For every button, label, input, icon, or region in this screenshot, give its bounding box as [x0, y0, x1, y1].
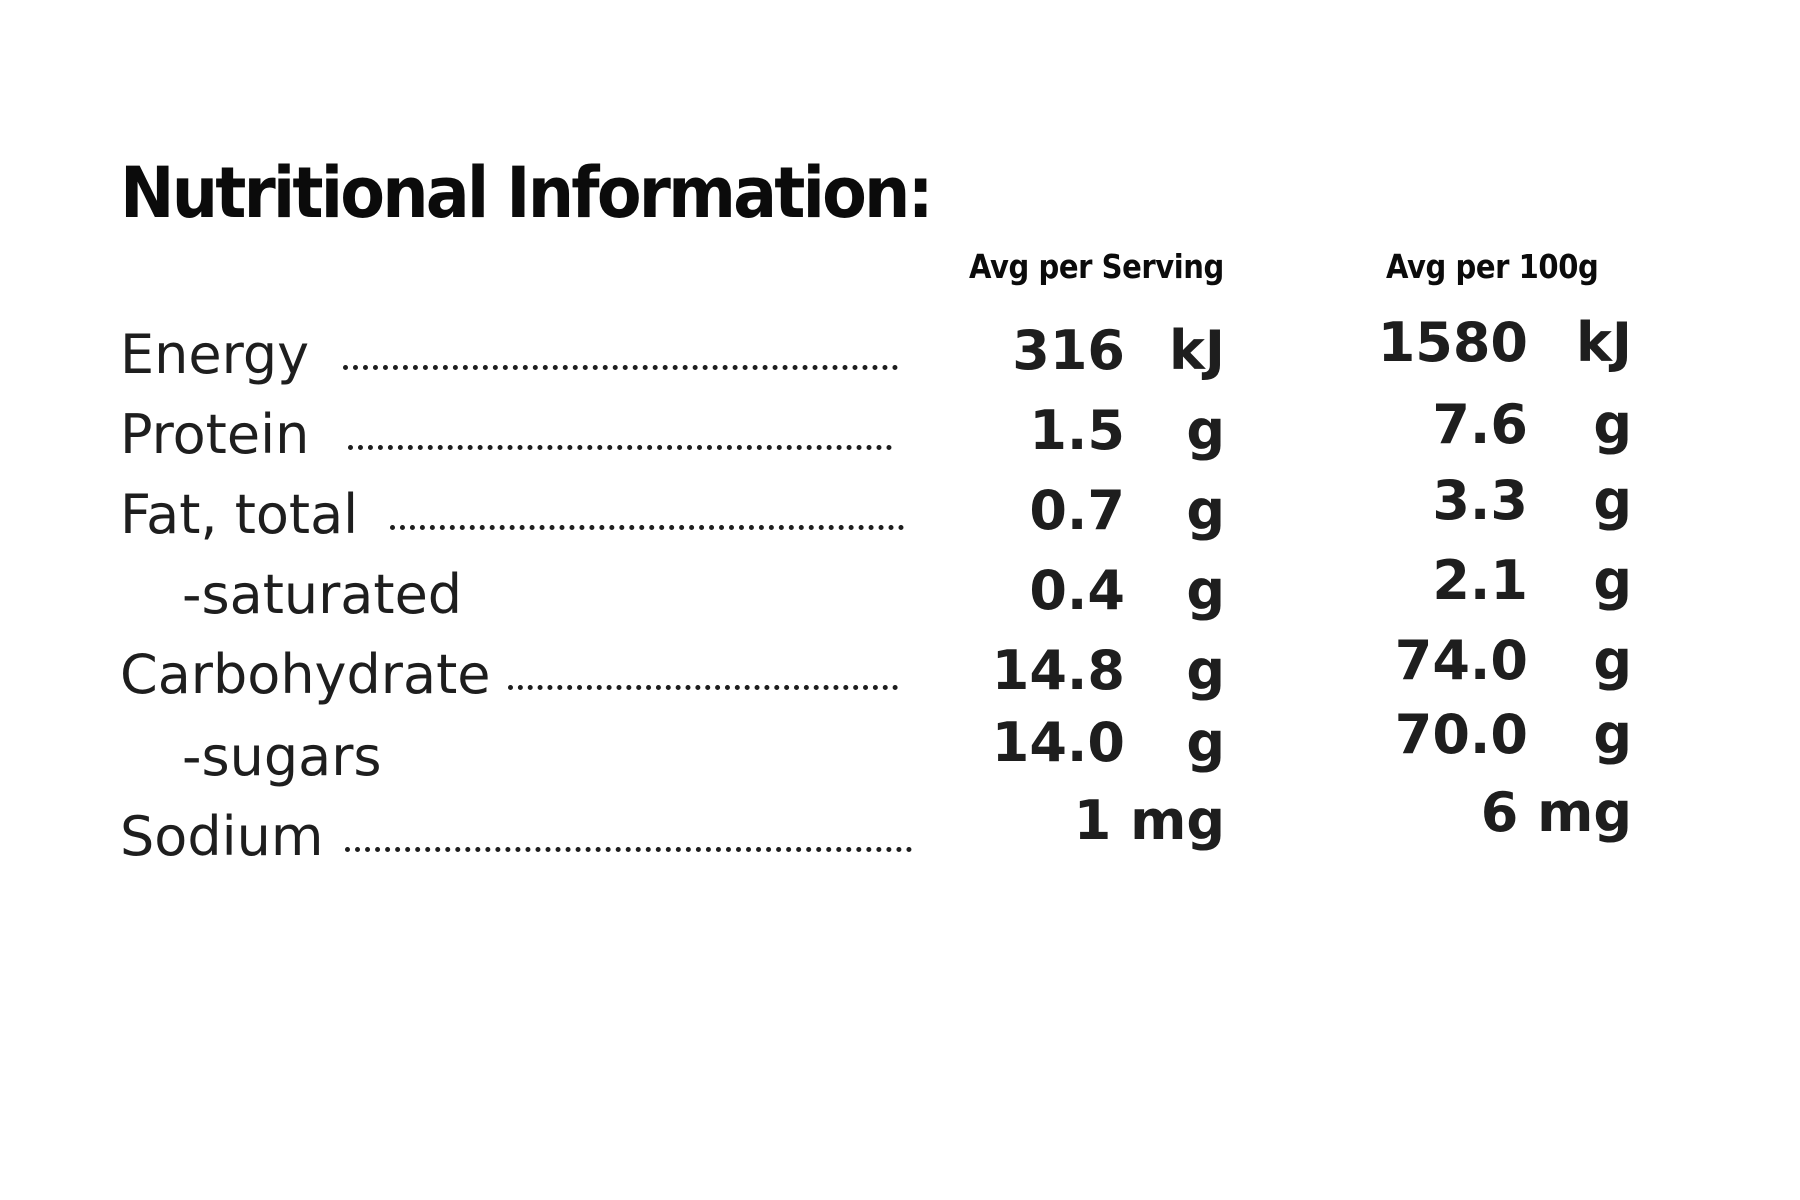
serving-value: 0.4 — [1029, 559, 1125, 622]
dot-leader — [390, 525, 904, 530]
per100-unit: kJ — [1575, 311, 1632, 374]
nutrient-row-energy: Energy 316 kJ 1580 kJ — [0, 310, 1800, 390]
per100-value: 7.6 — [1432, 393, 1528, 456]
nutrient-row-fat-total: Fat, total 0.7 g 3.3 g — [0, 470, 1800, 550]
column-header-per-100g: Avg per 100g — [1386, 247, 1599, 286]
per100-unit: g — [1593, 393, 1632, 456]
nutrient-label: Sodium — [120, 805, 324, 868]
per100-value: 70.0 — [1394, 703, 1528, 766]
per100-value: 3.3 — [1432, 469, 1528, 532]
per100-unit: g — [1593, 703, 1632, 766]
per100-value: 6 mg — [1480, 781, 1632, 844]
per100-unit: g — [1593, 469, 1632, 532]
nutrient-label: Carbohydrate — [120, 643, 491, 706]
nutrient-row-protein: Protein 1.5 g 7.6 g — [0, 390, 1800, 470]
serving-unit: g — [1186, 399, 1225, 462]
serving-value: 14.8 — [991, 639, 1125, 702]
per100-value: 74.0 — [1394, 629, 1528, 692]
serving-unit: kJ — [1168, 319, 1225, 382]
dot-leader — [345, 847, 912, 852]
serving-value: 14.0 — [991, 711, 1125, 774]
per100-value: 1580 — [1377, 311, 1528, 374]
serving-unit: g — [1186, 711, 1225, 774]
serving-value: 316 — [1012, 319, 1125, 382]
nutrient-label: -sugars — [182, 725, 382, 788]
nutrient-row-sugars: -sugars 14.0 g 70.0 g — [0, 708, 1800, 792]
serving-value: 1 mg — [1073, 789, 1225, 852]
per100-unit: g — [1593, 549, 1632, 612]
serving-value: 0.7 — [1029, 479, 1125, 542]
dot-leader — [348, 445, 892, 450]
dot-leader — [343, 365, 898, 370]
serving-unit: g — [1186, 479, 1225, 542]
per100-unit: g — [1593, 629, 1632, 692]
per100-value: 2.1 — [1432, 549, 1528, 612]
serving-unit: g — [1186, 559, 1225, 622]
nutrient-label: -saturated — [182, 563, 463, 626]
nutrient-row-saturated: -saturated 0.4 g 2.1 g — [0, 550, 1800, 630]
serving-value: 1.5 — [1029, 399, 1125, 462]
serving-unit: g — [1186, 639, 1225, 702]
nutrient-label: Protein — [120, 403, 310, 466]
dot-leader — [508, 685, 898, 690]
page-title: Nutritional Information: — [120, 152, 934, 234]
nutrient-row-carbohydrate: Carbohydrate 14.8 g 74.0 g — [0, 630, 1800, 710]
nutrient-label: Fat, total — [120, 483, 359, 546]
nutrient-label: Energy — [120, 323, 310, 386]
nutrient-row-sodium: Sodium 1 mg 6 mg — [0, 786, 1800, 872]
column-header-serving: Avg per Serving — [969, 247, 1224, 286]
